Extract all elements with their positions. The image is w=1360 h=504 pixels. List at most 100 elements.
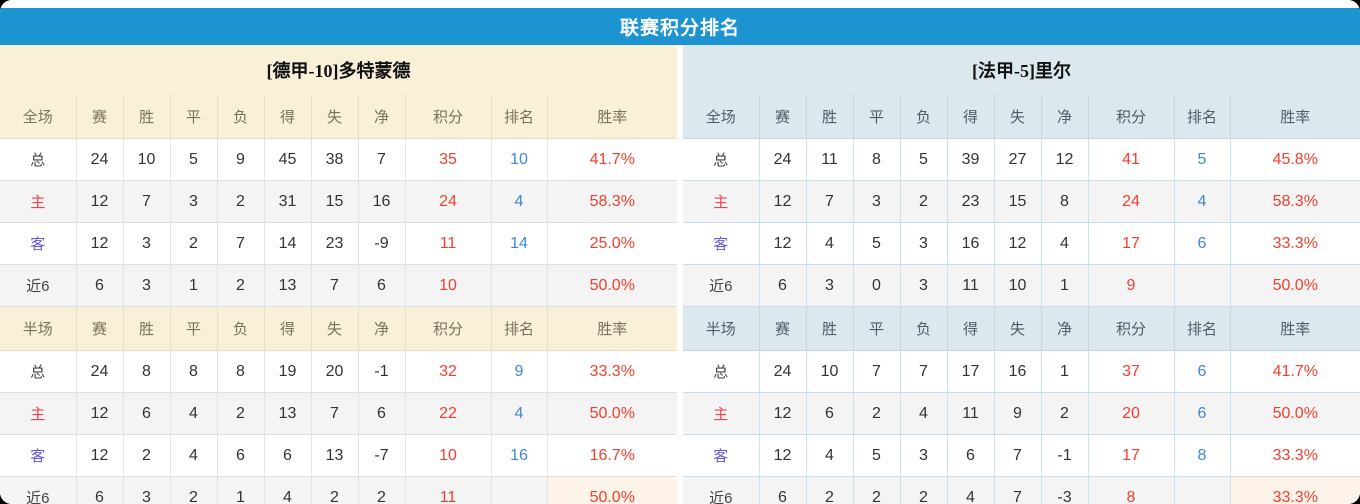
- stat-cell: 7: [994, 434, 1042, 477]
- rank-cell: 5: [1174, 138, 1231, 181]
- winrate-cell: 33.3%: [1230, 476, 1360, 504]
- rank-cell: [491, 264, 548, 307]
- stat-cell: 24: [759, 350, 807, 393]
- row-label: 主: [683, 392, 760, 435]
- stat-cell: 2: [1041, 392, 1089, 435]
- stat-cell: 6: [947, 434, 995, 477]
- stat-cell: 11: [947, 392, 995, 435]
- stat-cell: 7: [358, 138, 406, 181]
- rank-cell: 6: [1174, 392, 1231, 435]
- winrate-cell: 50.0%: [1230, 392, 1360, 435]
- stat-cell: -1: [358, 350, 406, 393]
- column-header: 负: [217, 306, 265, 351]
- stats-row-total: 总 24 10 7 7 17 16 1 37 6 41.7%: [683, 350, 1360, 393]
- stats-row-recent: 近6 6 2 2 2 4 7 -3 8 33.3%: [683, 476, 1360, 504]
- column-header-row-half: 半场赛胜平负得失净积分 排名 胜率: [0, 306, 677, 351]
- stat-cell: 8: [170, 350, 218, 393]
- column-header: 赛: [76, 95, 124, 139]
- column-header: 排名: [491, 95, 548, 139]
- row-label: 总: [683, 138, 760, 181]
- stat-cell: 1: [1041, 350, 1089, 393]
- stats-row-home: 主 12 7 3 2 23 15 8 24 4 58.3%: [683, 180, 1360, 223]
- column-header: 平: [170, 306, 218, 351]
- stat-cell: 23: [947, 180, 995, 223]
- stat-cell: -7: [358, 434, 406, 477]
- stats-row-away: 客 12 4 5 3 16 12 4 17 6 33.3%: [683, 222, 1360, 265]
- row-label: 近6: [683, 264, 760, 307]
- stat-cell: 6: [358, 392, 406, 435]
- points-cell: 24: [1088, 180, 1175, 223]
- stats-row-home: 主 12 6 2 4 11 9 2 20 6 50.0%: [683, 392, 1360, 435]
- row-label: 主: [0, 392, 77, 435]
- column-header: 失: [994, 95, 1042, 139]
- points-cell: 37: [1088, 350, 1175, 393]
- column-header: 负: [217, 95, 265, 139]
- points-cell: 11: [405, 476, 492, 504]
- row-label: 近6: [0, 476, 77, 504]
- stat-cell: 31: [264, 180, 312, 223]
- stat-cell: 9: [217, 138, 265, 181]
- stat-cell: 2: [853, 476, 901, 504]
- stats-row-recent: 近6 6 3 1 2 13 7 6 10 50.0%: [0, 264, 677, 307]
- stats-row-recent: 近6 6 3 0 3 11 10 1 9 50.0%: [683, 264, 1360, 307]
- stat-cell: 2: [358, 476, 406, 504]
- stat-cell: 15: [311, 180, 359, 223]
- stat-cell: 2: [900, 476, 948, 504]
- stat-cell: 4: [900, 392, 948, 435]
- scope-header: 半场: [683, 306, 760, 351]
- stat-cell: 5: [170, 138, 218, 181]
- stat-cell: 13: [264, 264, 312, 307]
- stat-cell: -9: [358, 222, 406, 265]
- row-label: 总: [0, 350, 77, 393]
- stat-cell: 12: [76, 434, 124, 477]
- stat-cell: -3: [1041, 476, 1089, 504]
- winrate-cell: 58.3%: [1230, 180, 1360, 223]
- stat-cell: 6: [123, 392, 171, 435]
- rank-cell: [1174, 264, 1231, 307]
- points-cell: 20: [1088, 392, 1175, 435]
- column-header: 积分: [405, 306, 492, 351]
- rank-cell: 14: [491, 222, 548, 265]
- stat-cell: 12: [759, 392, 807, 435]
- row-label: 主: [683, 180, 760, 223]
- stat-cell: 16: [994, 350, 1042, 393]
- stat-cell: 3: [900, 264, 948, 307]
- stat-cell: 6: [264, 434, 312, 477]
- points-cell: 22: [405, 392, 492, 435]
- rank-cell: 10: [491, 138, 548, 181]
- row-label: 主: [0, 180, 77, 223]
- tables-container: [德甲-10]多特蒙德 全场赛胜平负得失净积分 排名 胜率总 24 10 5 9 45 38 7 3…: [0, 45, 1360, 504]
- stat-cell: 10: [806, 350, 854, 393]
- stat-cell: 3: [123, 222, 171, 265]
- row-label: 总: [683, 350, 760, 393]
- points-cell: 35: [405, 138, 492, 181]
- stat-cell: 3: [123, 476, 171, 504]
- stat-cell: 3: [900, 434, 948, 477]
- points-cell: 10: [405, 434, 492, 477]
- stat-cell: 9: [994, 392, 1042, 435]
- winrate-cell: 25.0%: [547, 222, 677, 265]
- rank-cell: 4: [491, 180, 548, 223]
- stat-cell: 8: [123, 350, 171, 393]
- stat-cell: 10: [123, 138, 171, 181]
- points-cell: 11: [405, 222, 492, 265]
- stat-cell: 5: [900, 138, 948, 181]
- stats-tbody-right: 全场赛胜平负得失净积分 排名 胜率总 24 11 8 5 39 27 12 41 5 45.8% 主 12 7…: [683, 95, 1360, 504]
- column-header: 净: [358, 95, 406, 139]
- stat-cell: 16: [358, 180, 406, 223]
- winrate-cell: 45.8%: [1230, 138, 1360, 181]
- stat-cell: 10: [994, 264, 1042, 307]
- stat-cell: 6: [217, 434, 265, 477]
- column-header: 胜: [123, 95, 171, 139]
- column-header-row-full: 全场赛胜平负得失净积分 排名 胜率: [0, 95, 677, 139]
- stat-cell: 4: [806, 222, 854, 265]
- points-cell: 8: [1088, 476, 1175, 504]
- column-header: 胜: [806, 306, 854, 351]
- stat-cell: 2: [853, 392, 901, 435]
- stats-row-total: 总 24 8 8 8 19 20 -1 32 9 33.3%: [0, 350, 677, 393]
- stat-cell: 11: [947, 264, 995, 307]
- stat-cell: 14: [264, 222, 312, 265]
- column-header: 赛: [759, 306, 807, 351]
- stat-cell: 12: [759, 222, 807, 265]
